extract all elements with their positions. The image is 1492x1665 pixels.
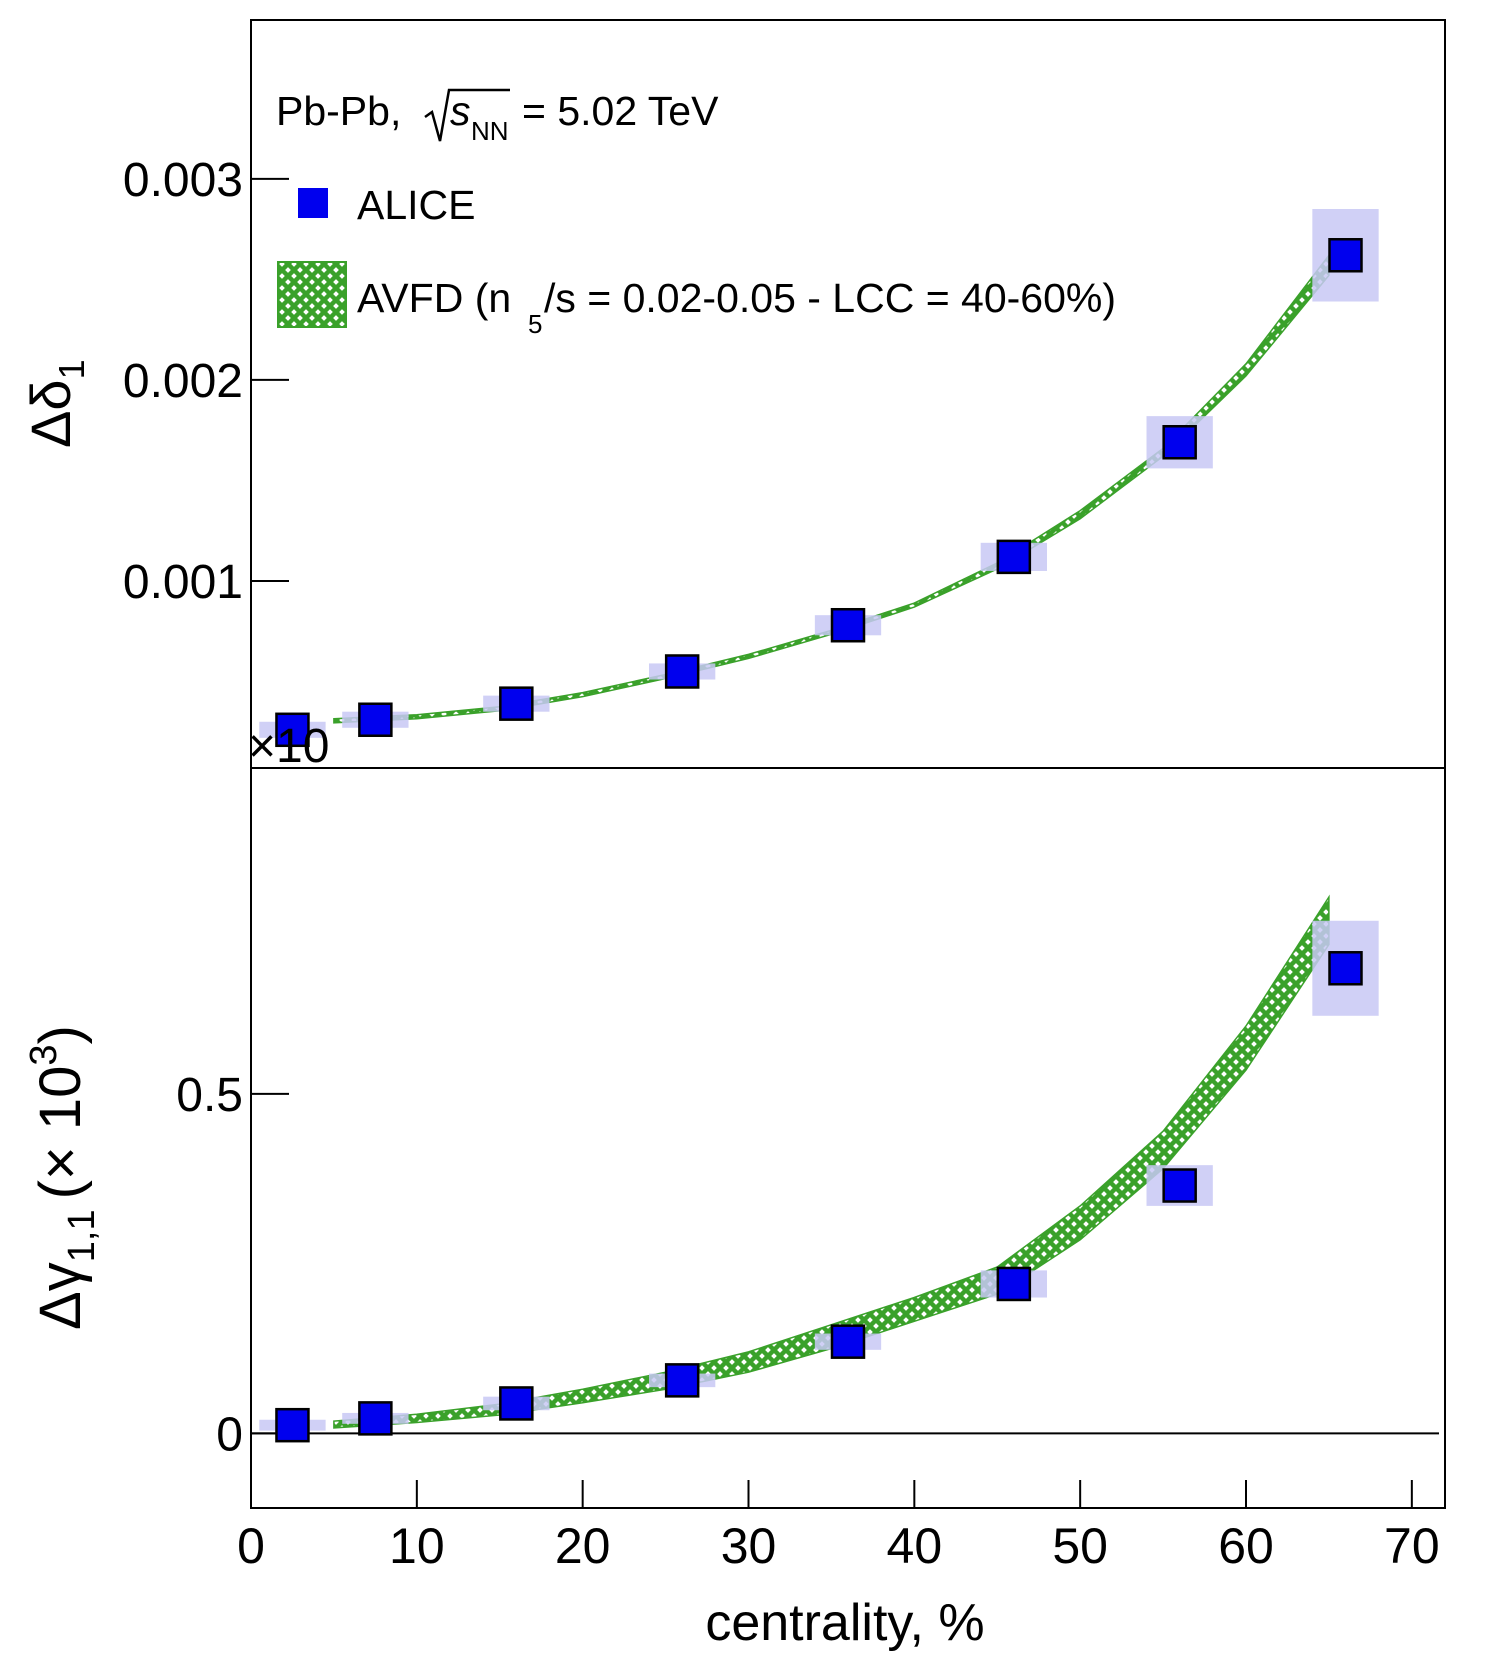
top-ylabel-sub: 1 (51, 359, 92, 379)
top-alice-point (830, 607, 866, 643)
top-ytick-label: 0.003 (123, 154, 243, 207)
top-ytick-label: 0.002 (123, 355, 243, 408)
xtick-label: 30 (721, 1518, 777, 1574)
bottom-ylabel-main: Δγ (28, 1262, 93, 1330)
xtick-label: 70 (1384, 1518, 1440, 1574)
top-alice-point (1162, 425, 1197, 460)
top-alice-point (358, 702, 393, 737)
legend-avfd-marker (277, 261, 347, 328)
top-alice-point (499, 686, 534, 721)
top-panel: 0.001 0.002 0.003 (123, 19, 1446, 769)
annotation-system: Pb-Pb, (276, 88, 401, 134)
top-alice-point (996, 539, 1032, 575)
xtick-label: 60 (1218, 1518, 1274, 1574)
top-alice-point (275, 712, 310, 748)
bottom-alice-point (1162, 1168, 1197, 1203)
legend-alice-label: ALICE (357, 182, 476, 228)
bottom-ylabel: Δγ1,1 (× 103) (23, 1025, 103, 1330)
bottom-alice-point (358, 1401, 393, 1436)
xtick-label: 40 (887, 1518, 943, 1574)
top-ytick-label: 0.001 (123, 556, 243, 609)
top-ylabel-main: Δδ (19, 379, 82, 448)
annotation-sqrt-var: s (450, 88, 471, 134)
xtick-label: 0 (237, 1518, 265, 1574)
top-ylabel-symbol: Δδ1 (19, 359, 92, 448)
bottom-frame (250, 767, 1446, 1509)
bottom-ylabel-close: ) (28, 1025, 93, 1044)
chart-text-layer: Pb-Pb, s NN = 5.02 TeV ALICE AVFD (n 5 /… (19, 88, 1116, 1652)
bottom-alice-point (830, 1324, 866, 1359)
bottom-panel: 0 0.5 0 10 20 30 40 50 60 70 (176, 767, 1446, 1574)
bottom-alice-point (1328, 951, 1363, 986)
x-axis-label: centrality, % (705, 1594, 984, 1652)
sqrt-symbol (424, 88, 510, 142)
bottom-ytick-label: 0 (216, 1408, 243, 1461)
bottom-alice-point (996, 1266, 1032, 1302)
top-exponent-label: ×10 (248, 720, 329, 773)
legend-avfd-label-post: /s = 0.02-0.05 - LCC = 40-60%) (544, 275, 1116, 321)
top-alice-point (664, 654, 700, 689)
bottom-ytick-label: 0.5 (176, 1069, 243, 1122)
top-frame (250, 19, 1446, 769)
xtick-label: 20 (555, 1518, 611, 1574)
bottom-ylabel-exp: 3 (23, 1044, 65, 1065)
annotation-sqrt-sub: NN (471, 116, 509, 146)
top-alice-point (1328, 238, 1363, 273)
top-avfd-band (333, 253, 1330, 724)
legend-avfd-label-pre: AVFD (n (357, 275, 511, 321)
bottom-alice-point (499, 1386, 534, 1421)
bottom-ylabel-sub: 1,1 (61, 1209, 103, 1262)
bottom-alice-point (664, 1363, 700, 1398)
xtick-label: 50 (1052, 1518, 1108, 1574)
xtick-label: 10 (389, 1518, 445, 1574)
legend-avfd-label-sub: 5 (528, 309, 542, 339)
annotation-energy: = 5.02 TeV (522, 88, 719, 134)
legend-alice-marker (298, 188, 328, 218)
bottom-alice-point (275, 1407, 310, 1443)
bottom-ylabel-open: (× 10 (28, 1066, 93, 1200)
